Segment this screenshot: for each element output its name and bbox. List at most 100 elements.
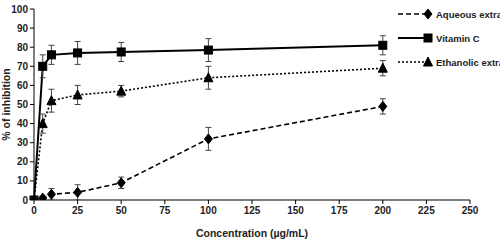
point <box>378 63 387 72</box>
x-tick <box>121 200 122 204</box>
x-tick-label: 250 <box>462 205 479 216</box>
error-cap <box>75 200 81 201</box>
x-tick <box>426 200 427 204</box>
error-bar <box>118 42 124 61</box>
y-tick <box>30 123 34 124</box>
point <box>73 90 82 99</box>
y-tick <box>30 85 34 86</box>
y-tick <box>30 104 34 105</box>
error-bar <box>205 127 211 150</box>
error-cap <box>48 64 54 65</box>
y-tick-label: 100 <box>11 4 28 15</box>
error-cap <box>40 77 46 78</box>
point <box>204 46 212 54</box>
x-tick-label: 25 <box>72 205 84 216</box>
point <box>47 51 55 59</box>
x-tick-label: 0 <box>31 205 37 216</box>
error-cap <box>380 98 386 99</box>
y-tick-label: 90 <box>17 23 29 34</box>
x-tick-label: 225 <box>418 205 435 216</box>
x-tick <box>470 200 471 204</box>
x-tick <box>34 200 35 204</box>
error-cap <box>48 112 54 113</box>
legend-marker <box>424 34 432 42</box>
y-axis-label: % of inhibition <box>0 68 12 140</box>
point <box>74 187 82 197</box>
plot-area <box>30 36 388 200</box>
legend-line <box>398 61 428 63</box>
error-cap <box>205 66 211 67</box>
y-tick-label: 20 <box>17 156 29 167</box>
error-cap <box>380 54 386 55</box>
series <box>30 36 387 200</box>
legend: Aqueous extractVitamin CEthanolic extrac… <box>398 9 500 68</box>
error-cap <box>75 184 81 185</box>
y-tick-label: 80 <box>17 42 29 53</box>
error-bar <box>48 189 54 200</box>
error-cap <box>75 104 81 105</box>
error-cap <box>118 61 124 62</box>
x-tick <box>252 200 253 204</box>
x-tick-label: 75 <box>159 205 171 216</box>
error-bar <box>75 41 81 64</box>
error-cap <box>380 35 386 36</box>
legend-marker <box>424 9 432 19</box>
y-tick <box>30 47 34 48</box>
error-cap <box>75 41 81 42</box>
error-cap <box>40 114 46 115</box>
series-line <box>34 45 383 200</box>
error-cap <box>205 150 211 151</box>
y-tick-label: 10 <box>17 175 29 186</box>
point <box>204 73 213 82</box>
error-cap <box>380 114 386 115</box>
point <box>38 119 47 128</box>
point <box>30 195 38 200</box>
y-tick-label: 50 <box>17 99 29 110</box>
error-cap <box>205 127 211 128</box>
y-tick-label: 60 <box>17 80 29 91</box>
point <box>30 196 38 200</box>
point <box>117 48 125 56</box>
error-cap <box>40 54 46 55</box>
x-tick-label: 175 <box>331 205 348 216</box>
error-bar <box>75 185 81 200</box>
y-tick <box>30 161 34 162</box>
error-bar <box>118 177 124 188</box>
error-cap <box>205 89 211 90</box>
error-bar <box>40 55 46 78</box>
x-tick <box>339 200 340 204</box>
y-tick <box>30 142 34 143</box>
legend-label: Vitamin C <box>436 33 480 44</box>
x-tick <box>382 200 383 204</box>
point <box>379 41 387 49</box>
series <box>30 61 388 200</box>
x-tick-label: 100 <box>200 205 217 216</box>
x-tick <box>295 200 296 204</box>
point <box>117 178 125 188</box>
error-cap <box>48 89 54 90</box>
point <box>204 134 212 144</box>
point <box>47 189 55 199</box>
x-tick-label: 200 <box>374 205 391 216</box>
x-tick-label: 50 <box>116 205 128 216</box>
legend-marker <box>424 57 433 66</box>
y-tick-label: 0 <box>22 195 28 206</box>
error-cap <box>380 75 386 76</box>
x-axis-label: Concentration (µg/mL) <box>196 227 308 239</box>
x-tick-label: 150 <box>287 205 304 216</box>
point <box>39 193 47 200</box>
error-cap <box>40 133 46 134</box>
y-tick-label: 70 <box>17 61 29 72</box>
y-tick-label: 40 <box>17 118 29 129</box>
y-tick-label: 30 <box>17 137 29 148</box>
point <box>30 195 39 200</box>
error-cap <box>380 60 386 61</box>
error-bar <box>205 39 211 62</box>
error-cap <box>75 64 81 65</box>
point <box>47 96 56 105</box>
x-tick <box>164 200 165 204</box>
y-tick <box>30 66 34 67</box>
x-tick <box>77 200 78 204</box>
point <box>117 86 126 95</box>
error-cap <box>205 38 211 39</box>
